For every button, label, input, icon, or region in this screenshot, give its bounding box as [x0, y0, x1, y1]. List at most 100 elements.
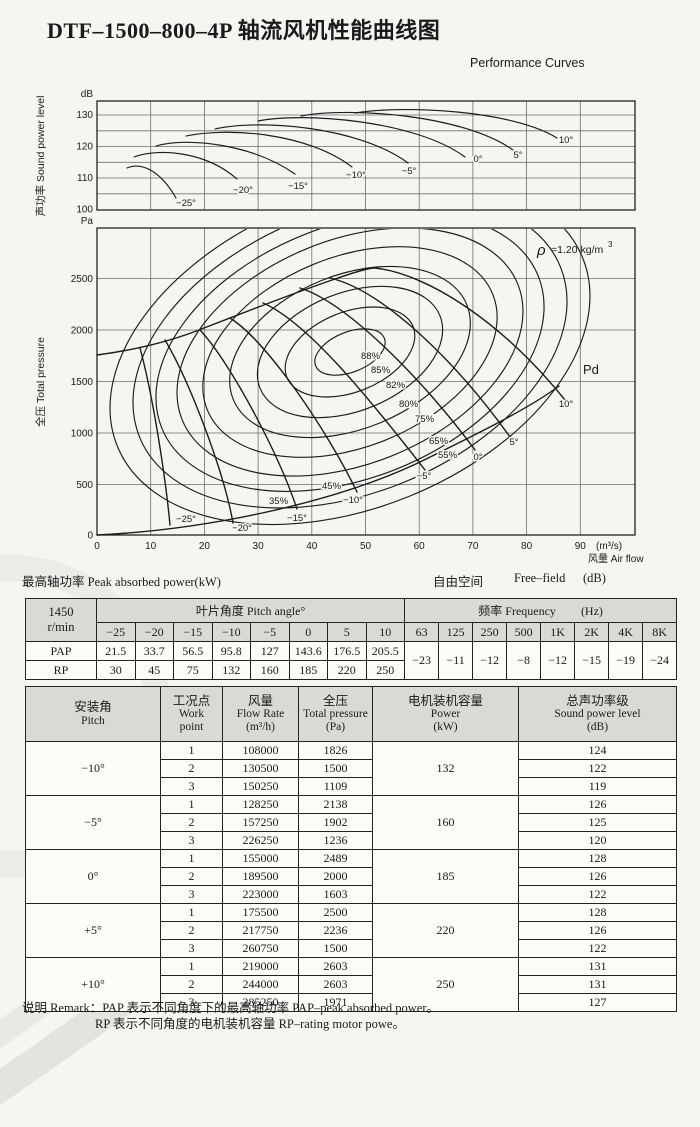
x-tick: 50	[360, 541, 372, 552]
frequency-header: 频率 Frequency (Hz)	[404, 598, 678, 623]
pa-unit-label: Pa	[81, 216, 94, 227]
density-value: =1.20 kg/m	[551, 244, 603, 256]
pitch-label: 10°	[559, 399, 574, 410]
frequency-value: −23	[404, 641, 440, 680]
table-row: 3 223000 1603 122	[26, 885, 677, 904]
curve-label: 5°	[513, 150, 522, 161]
power: 132	[372, 741, 519, 796]
curve-label: −5°	[402, 166, 417, 177]
frequency-col: 1K	[540, 622, 576, 642]
x-tick: 40	[306, 541, 318, 552]
flow-rate: 150250	[222, 777, 299, 796]
pap-value: 127	[250, 641, 290, 661]
flow-rate: 244000	[222, 975, 299, 994]
sound-power-level: 131	[518, 957, 677, 976]
pitch-angle-col: −25	[96, 622, 136, 642]
frequency-col: 8K	[642, 622, 678, 642]
work-point: 1	[160, 903, 223, 922]
x-tick: 60	[414, 541, 426, 552]
table-row: 2 244000 2603 131	[26, 975, 677, 994]
frequency-value: −24	[642, 641, 678, 680]
total-pressure: 2603	[298, 957, 373, 976]
frequency-col: 63	[404, 622, 440, 642]
frequency-col: 125	[438, 622, 474, 642]
performance-charts: dB 130 120 110 100 声功率 Sound power level…	[34, 89, 644, 565]
frequency-value: −19	[608, 641, 644, 680]
sound-power-level: 128	[518, 903, 677, 922]
flow-rate: 260750	[222, 939, 299, 958]
curve-label: 0°	[473, 154, 482, 165]
pitch-cell: 0°	[25, 849, 161, 904]
flow-rate: 217750	[222, 921, 299, 940]
work-point: 3	[160, 777, 223, 796]
pitch-cell: −5°	[25, 795, 161, 850]
x-tick: 80	[521, 541, 533, 552]
table-row: 3 285250 1971 127	[26, 993, 677, 1012]
flow-rate: 108000	[222, 741, 299, 760]
sound-axis-title: 声功率 Sound power level	[34, 96, 47, 217]
power: 220	[372, 903, 519, 958]
flow-rate: 155000	[222, 849, 299, 868]
curve-label: −15°	[288, 181, 308, 192]
table-row: −10° 1 108000 1826 132 124	[25, 741, 677, 796]
efficiency-label: 80%	[399, 399, 419, 410]
rp-value: 75	[173, 660, 213, 680]
sound-power-level: 120	[518, 831, 677, 850]
y-tick: 110	[77, 173, 93, 184]
rp-value: 132	[211, 660, 251, 680]
x-tick: 0	[94, 541, 100, 552]
pd-curve	[96, 385, 560, 536]
frequency-value: −15	[574, 641, 610, 680]
frequency-header-text: 频率 Frequency	[478, 604, 556, 618]
pitch-label: −5°	[417, 471, 432, 482]
total-pressure: 1603	[298, 885, 373, 904]
y-tick: 2000	[71, 326, 94, 337]
efficiency-label: 82%	[386, 380, 406, 391]
y-tick: 120	[76, 142, 93, 153]
curve-label: −20°	[233, 185, 253, 196]
total-pressure: 2236	[298, 921, 373, 940]
curve-label: 10°	[559, 135, 574, 146]
work-point: 1	[160, 957, 223, 976]
flow-rate: 130500	[222, 759, 299, 778]
performance-table: 安装角 Pitch 工况点 Work point 风量 Flow Rate (m³/h) 全压 T…	[25, 686, 677, 1012]
frequency-col: 2K	[574, 622, 610, 642]
sound-power-level: 122	[518, 939, 677, 958]
speed-value: 1450	[48, 605, 74, 619]
pitch-cell: +10°	[25, 957, 161, 1012]
perf-header-cell: 安装角 Pitch	[25, 686, 161, 742]
perf-header-cell: 全压 Total pressure (Pa)	[298, 686, 373, 742]
total-pressure: 1826	[298, 741, 373, 760]
pap-value: 33.7	[134, 641, 174, 661]
performance-curves-label: Performance Curves	[470, 56, 585, 70]
sound-power-level: 127	[518, 993, 677, 1012]
rp-value: 185	[288, 660, 328, 680]
curve-label: −10°	[346, 170, 366, 181]
efficiency-label: 55%	[438, 450, 458, 461]
frequency-value: −11	[438, 641, 474, 680]
rp-value: 250	[365, 660, 406, 680]
pitch-cell: −10°	[25, 741, 161, 796]
pitch-label: −15°	[287, 513, 307, 524]
total-pressure: 2138	[298, 795, 373, 814]
frequency-col: 500	[506, 622, 542, 642]
sound-power-level: 128	[518, 849, 677, 868]
efficiency-label: 65%	[429, 436, 449, 447]
pitch-label: −20°	[232, 523, 252, 534]
total-pressure: 1500	[298, 939, 373, 958]
work-point: 1	[160, 849, 223, 868]
table-row: +10° 1 219000 2603 250 131	[25, 957, 677, 1012]
free-field-zh: 自由空间	[433, 575, 484, 589]
y-tick: 1500	[71, 377, 94, 388]
efficiency-label: 88%	[361, 351, 381, 362]
total-pressure: 1500	[298, 759, 373, 778]
rp-value: 45	[134, 660, 174, 680]
frequency-value: −12	[540, 641, 576, 680]
remark-line1: 说明 Remark：PAP 表示不同角度下的最高轴功率 PAP–peak abs…	[22, 1001, 440, 1015]
pitch-angle-col: −20	[134, 622, 174, 642]
y-tick: 1000	[71, 429, 94, 440]
total-pressure: 2000	[298, 867, 373, 886]
perf-header-cell: 总声功率级 Sound power level (dB)	[518, 686, 677, 742]
table-row: +5° 1 175500 2500 220 128	[25, 903, 677, 958]
pap-label: PAP	[25, 641, 97, 661]
